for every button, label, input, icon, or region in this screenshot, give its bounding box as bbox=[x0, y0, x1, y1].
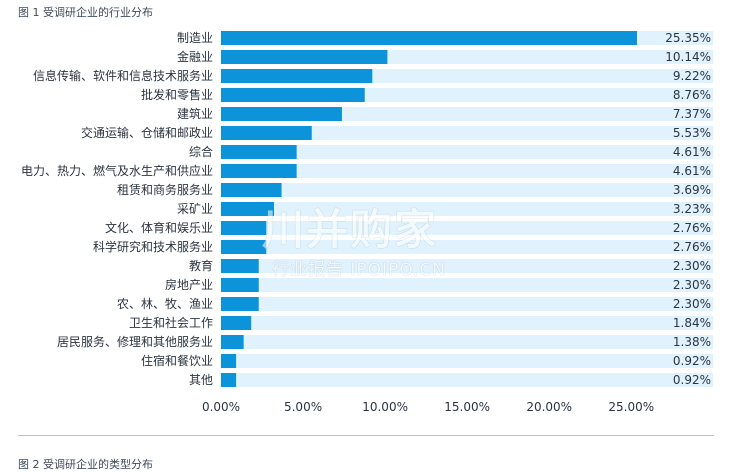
category-label: 综合 bbox=[189, 144, 213, 159]
value-label: 1.38% bbox=[673, 335, 711, 349]
value-label: 25.35% bbox=[665, 31, 711, 45]
figure-title: 图 1 受调研企业的行业分布 bbox=[18, 6, 153, 19]
value-label: 7.37% bbox=[673, 107, 711, 121]
bar bbox=[221, 221, 267, 235]
category-label: 租赁和商务服务业 bbox=[117, 182, 213, 197]
value-label: 0.92% bbox=[673, 373, 711, 387]
next-figure-title: 图 2 受调研企业的类型分布 bbox=[18, 458, 153, 471]
bar-track bbox=[221, 202, 713, 216]
bar bbox=[221, 145, 297, 159]
value-label: 8.76% bbox=[673, 88, 711, 102]
value-label: 2.76% bbox=[673, 221, 711, 235]
category-label: 交通运输、仓储和邮政业 bbox=[81, 125, 213, 140]
bar-track bbox=[221, 240, 713, 254]
category-label: 其他 bbox=[189, 373, 213, 387]
bar bbox=[221, 354, 237, 368]
bar bbox=[221, 31, 637, 45]
bar-track bbox=[221, 316, 713, 330]
bar-track bbox=[221, 278, 713, 292]
category-label: 卫生和社会工作 bbox=[129, 315, 213, 330]
bar-track bbox=[221, 145, 713, 159]
category-label: 农、林、牧、渔业 bbox=[117, 297, 213, 311]
category-label: 电力、热力、燃气及水生产和供应业 bbox=[21, 163, 213, 178]
bar bbox=[221, 126, 312, 140]
value-label: 1.84% bbox=[673, 316, 711, 330]
category-label: 采矿业 bbox=[177, 202, 213, 216]
x-tick-label: 0.00% bbox=[202, 400, 240, 414]
category-label: 信息传输、软件和信息技术服务业 bbox=[33, 68, 213, 83]
bar bbox=[221, 316, 252, 330]
section-divider bbox=[18, 435, 714, 436]
category-label: 教育 bbox=[189, 258, 213, 273]
bar-track bbox=[221, 335, 713, 349]
bar bbox=[221, 107, 342, 121]
bar-track bbox=[221, 164, 713, 178]
bar-track bbox=[221, 183, 713, 197]
bar-track bbox=[221, 126, 713, 140]
bar-track bbox=[221, 107, 713, 121]
value-label: 2.30% bbox=[673, 259, 711, 273]
bar-track bbox=[221, 259, 713, 273]
bar bbox=[221, 202, 275, 216]
category-label: 建筑业 bbox=[177, 106, 213, 121]
value-label: 0.92% bbox=[673, 354, 711, 368]
bar bbox=[221, 259, 259, 273]
bar bbox=[221, 335, 244, 349]
bar bbox=[221, 373, 237, 387]
value-label: 2.30% bbox=[673, 278, 711, 292]
value-label: 4.61% bbox=[673, 164, 711, 178]
category-label: 房地产业 bbox=[165, 277, 213, 292]
x-tick-label: 20.00% bbox=[526, 400, 572, 414]
bar bbox=[221, 50, 388, 64]
value-label: 4.61% bbox=[673, 145, 711, 159]
category-label: 居民服务、修理和其他服务业 bbox=[57, 334, 213, 349]
bar bbox=[221, 278, 259, 292]
value-label: 9.22% bbox=[673, 69, 711, 83]
value-label: 5.53% bbox=[673, 126, 711, 140]
value-label: 3.23% bbox=[673, 202, 711, 216]
x-tick-label: 15.00% bbox=[444, 400, 490, 414]
bar bbox=[221, 297, 259, 311]
category-label: 住宿和餐饮业 bbox=[141, 353, 213, 368]
bar-track bbox=[221, 354, 713, 368]
x-tick-label: 5.00% bbox=[284, 400, 322, 414]
bar-track bbox=[221, 221, 713, 235]
category-label: 制造业 bbox=[177, 31, 213, 45]
category-label: 文化、体育和娱乐业 bbox=[105, 220, 213, 235]
x-tick-label: 25.00% bbox=[608, 400, 654, 414]
value-label: 10.14% bbox=[665, 50, 711, 64]
value-label: 2.76% bbox=[673, 240, 711, 254]
category-label: 金融业 bbox=[177, 49, 213, 64]
bar bbox=[221, 183, 282, 197]
bar bbox=[221, 240, 267, 254]
bar bbox=[221, 69, 373, 83]
bar-track bbox=[221, 297, 713, 311]
bar bbox=[221, 88, 365, 102]
category-label: 科学研究和技术服务业 bbox=[93, 239, 213, 254]
bar bbox=[221, 164, 297, 178]
value-label: 2.30% bbox=[673, 297, 711, 311]
category-label: 批发和零售业 bbox=[141, 87, 213, 102]
x-tick-label: 10.00% bbox=[362, 400, 408, 414]
value-label: 3.69% bbox=[673, 183, 711, 197]
bar-track bbox=[221, 373, 713, 387]
